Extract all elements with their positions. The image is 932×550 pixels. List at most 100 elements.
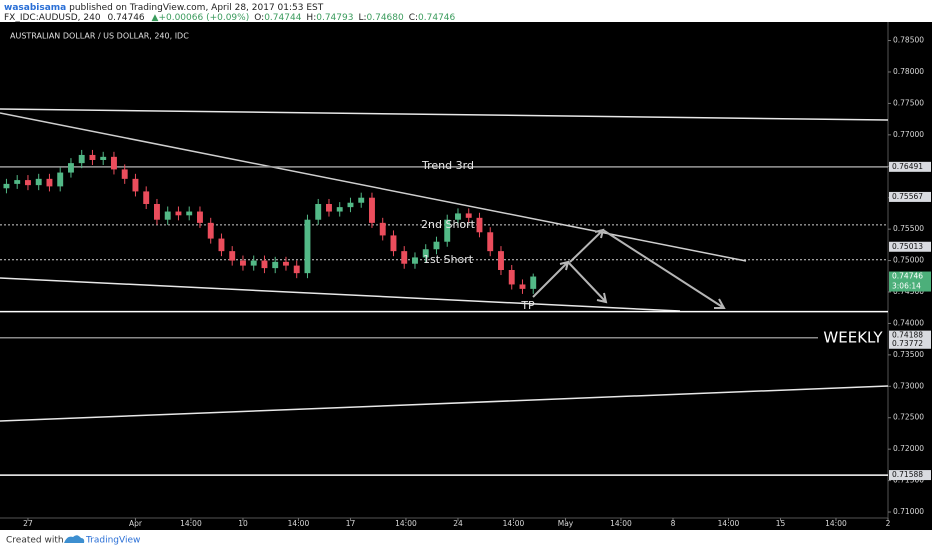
published: published on TradingView.com, April 28, … [69, 3, 324, 13]
author[interactable]: wasabisama [4, 3, 66, 13]
trendline-wedge [0, 277, 681, 312]
last-price-tag [889, 271, 931, 292]
candle-body [132, 178, 139, 192]
arrows [532, 228, 726, 309]
chart-title: AUSTRALIAN DOLLAR / US DOLLAR, 240, IDC [10, 32, 189, 41]
y-tick-label: 0.72000 [893, 444, 924, 453]
price-tag-label: 0.73772 [892, 339, 923, 348]
footer-brand[interactable]: TradingView [85, 536, 140, 546]
ohlc-key: H: [306, 13, 316, 23]
candle-body [293, 265, 300, 274]
x-tick-label: 14:00 [180, 519, 202, 528]
y-tick-label: 0.73000 [893, 381, 924, 390]
candle-body [186, 211, 193, 216]
x-tick-label: 14:00 [825, 519, 847, 528]
candle-body [14, 180, 21, 184]
y-tick-label: 0.77500 [893, 98, 924, 107]
x-tick-label: 15 [776, 519, 786, 528]
candle-body [455, 213, 461, 220]
candle-body [111, 156, 117, 170]
x-tick-label: 14:00 [503, 519, 525, 528]
candle-body [67, 163, 74, 173]
x-tick-label: 14:00 [288, 519, 310, 528]
candle-body [530, 276, 537, 289]
candle-body [304, 219, 311, 274]
price-tag-label: 0.71588 [892, 470, 923, 479]
price-tag [889, 161, 931, 172]
header-line2: FX_IDC:AUDUSD, 240 0.74746 ▲+0.00066 (+0… [4, 13, 456, 23]
candle-body [207, 222, 214, 239]
candle-body [433, 241, 440, 250]
y-tick-label: 0.74000 [893, 318, 924, 327]
candle-body [229, 251, 236, 261]
plot [0, 108, 889, 476]
annotation: TP [520, 299, 535, 312]
annotation: 1st Short [423, 253, 474, 266]
x-tick-label: Apr [129, 519, 143, 528]
arrow [567, 261, 608, 304]
price-tag-label: 0.74188 [892, 331, 923, 340]
ohlc-value: 0.74680 [367, 13, 404, 23]
candle-body [347, 202, 354, 208]
price-tag [889, 191, 931, 202]
candle-body [261, 260, 268, 269]
trendline-top [0, 108, 889, 121]
candle-body [24, 180, 31, 186]
y-tick-label: 0.71500 [893, 476, 924, 485]
price-tag [889, 470, 931, 481]
candle-body [390, 235, 397, 252]
candle-body [508, 270, 515, 285]
ohlc-key: O: [254, 13, 264, 23]
candle-body [3, 183, 10, 189]
y-tick-label: 0.75500 [893, 224, 924, 233]
x-tick-label: 17 [346, 519, 356, 528]
candle-body [315, 203, 322, 220]
chart-bg [0, 22, 932, 530]
trendline-down [0, 112, 747, 262]
candle-body [175, 211, 182, 216]
candle-body [498, 251, 504, 270]
candle-body [143, 191, 150, 204]
x-tick-label: 8 [671, 519, 676, 528]
candle-body [519, 284, 526, 289]
candle-body [240, 260, 246, 266]
candle-body [283, 261, 289, 266]
candle-body [369, 197, 375, 223]
header-line1: wasabisama published on TradingView.com,… [4, 3, 324, 13]
price-tag [889, 241, 931, 252]
candle-body [487, 232, 494, 252]
ohlc-key: C: [409, 13, 418, 23]
candle-body [154, 203, 160, 220]
candle-body [465, 213, 472, 218]
annotation: Trend 3rd [421, 159, 474, 172]
candle-body [272, 261, 279, 269]
x-tick-label: 14:00 [610, 519, 632, 528]
candle-body [100, 156, 107, 160]
x-tick-label: 14:00 [395, 519, 417, 528]
price-tag-label: 0.75567 [892, 192, 923, 201]
symbol: FX_IDC:AUDUSD, 240 [4, 13, 101, 23]
candle-body [250, 260, 257, 266]
candle-body [121, 169, 128, 179]
candle-body [444, 219, 451, 242]
y-tick-label: 0.77000 [893, 130, 924, 139]
candle-body [35, 178, 42, 186]
footer-created: Created with [6, 536, 64, 546]
ohlc-value: 0.74746 [418, 13, 455, 23]
annotation: WEEKLY [823, 329, 883, 347]
candle-body [326, 203, 332, 212]
x-tick-label: 2 [886, 519, 891, 528]
last: 0.74746 [107, 13, 144, 23]
x-tick-label: 14:00 [718, 519, 740, 528]
arrow [602, 229, 726, 309]
x-tick-label: 27 [23, 519, 33, 528]
price-tag-label: 0.75013 [892, 242, 923, 251]
footer-logo [64, 535, 85, 543]
y-tick-label: 0.72500 [893, 413, 924, 422]
candle-body [89, 154, 96, 160]
ohlc-value: 0.74793 [316, 13, 353, 23]
change: ▲+0.00066 (+0.09%) [152, 13, 250, 23]
candle-body [46, 178, 53, 187]
y-tick-label: 0.71000 [893, 507, 924, 516]
ohlc: O:0.74744 H:0.74793 L:0.74680 C:0.74746 [254, 13, 455, 23]
